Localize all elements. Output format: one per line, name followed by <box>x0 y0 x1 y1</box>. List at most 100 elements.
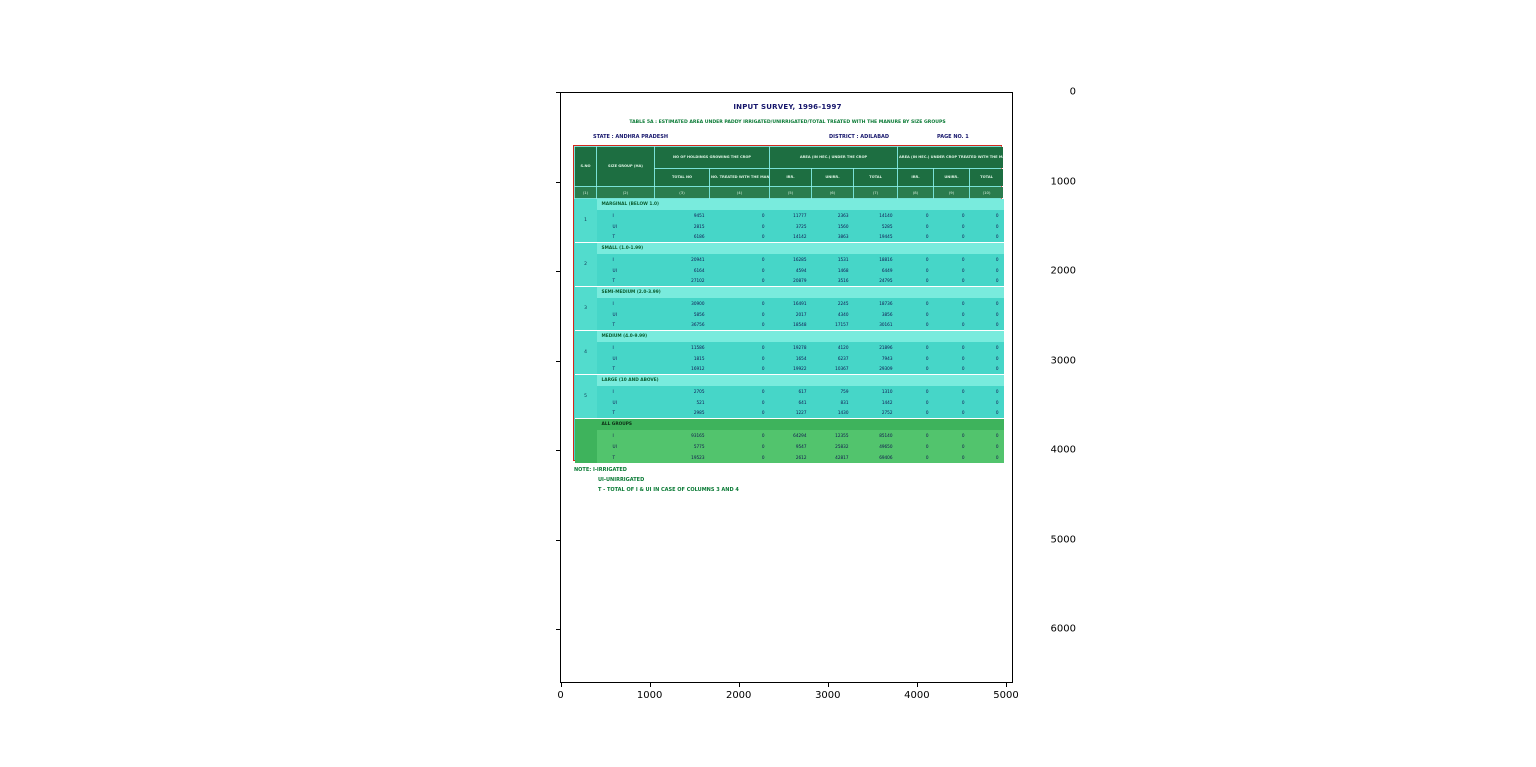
cell-value: 0 <box>709 308 770 320</box>
cell-value: 0 <box>709 429 770 441</box>
cell-value: 0 <box>709 209 770 221</box>
group-name: MEDIUM (4.0-9.99) <box>596 330 1004 342</box>
x-tick-label: 5000 <box>993 690 1019 701</box>
cell-value: 1560 <box>811 220 854 232</box>
cell-value: 0 <box>933 341 970 353</box>
cell-value: 12355 <box>811 429 854 441</box>
cell-value: 1654 <box>769 352 812 364</box>
x-tick-label: 2000 <box>725 690 752 701</box>
cell-value: 0 <box>933 363 970 375</box>
cell-value: 14142 <box>769 231 812 243</box>
cell-value: 0 <box>969 209 1004 221</box>
table-row: T 2985 0 1227 1430 2752 0 0 0 <box>575 407 1004 419</box>
cell-value: 0 <box>969 275 1004 287</box>
y-tick-label: 6000 <box>1050 623 1076 635</box>
cell-value: 1227 <box>769 407 812 419</box>
row-label: T <box>596 451 655 463</box>
cell-value: 64294 <box>769 429 812 441</box>
cell-value: 0 <box>897 352 934 364</box>
y-tick-label: 0 <box>1069 86 1076 98</box>
y-tick-mark <box>556 450 560 451</box>
cell-value: 4340 <box>811 308 854 320</box>
cell-value: 0 <box>933 407 970 419</box>
header-area-crop: AREA (IN HEC.) UNDER THE CROP <box>768 146 899 169</box>
cell-value: 1815 <box>654 352 710 364</box>
x-tick-mark <box>1006 683 1007 687</box>
cell-value: 20941 <box>654 253 710 265</box>
cell-value: 21896 <box>853 341 898 353</box>
cell-value: 17157 <box>811 319 854 331</box>
header-total-no: TOTAL NO <box>654 168 710 187</box>
cell-value: 0 <box>897 319 934 331</box>
cell-value: 0 <box>969 220 1004 232</box>
group-name: SMALL (1.0-1.99) <box>596 242 1004 254</box>
table-row: T 27102 0 20879 3516 24795 0 0 0 <box>575 275 1004 287</box>
cell-value: 0 <box>897 440 934 452</box>
cell-value: 49650 <box>853 440 898 452</box>
x-tick-label: 3000 <box>815 690 841 701</box>
cell-value: 85140 <box>853 429 898 441</box>
cell-value: 0 <box>709 220 770 232</box>
cell-value: 25832 <box>811 440 854 452</box>
cell-value: 0 <box>897 308 934 320</box>
cell-value: 0 <box>969 385 1004 397</box>
group-name: SEMI-MEDIUM (2.0-3.99) <box>596 286 1004 298</box>
cell-value: 0 <box>709 253 770 265</box>
cell-value: 0 <box>897 253 934 265</box>
table-row: T 19523 0 2612 42817 69406 0 0 0 <box>575 451 1004 463</box>
cell-value: 30900 <box>654 297 710 309</box>
table-row: I 93165 0 64294 12355 85140 0 0 0 <box>575 429 1004 441</box>
cell-value: 30161 <box>853 319 898 331</box>
cell-value: 0 <box>933 396 970 408</box>
y-tick-mark <box>556 271 560 272</box>
row-label: I <box>596 341 655 353</box>
cell-value: 0 <box>897 341 934 353</box>
row-label: I <box>596 209 655 221</box>
y-tick-label: 2000 <box>1050 265 1076 277</box>
table-row: UI 2815 0 3725 1560 5285 0 0 0 <box>575 220 1004 232</box>
cell-value: 2017 <box>769 308 812 320</box>
cell-value: 0 <box>897 396 934 408</box>
page-number-label: PAGE NO. 1 <box>937 134 969 140</box>
header-unirr-1: UNIRR. <box>811 168 854 187</box>
row-label: I <box>596 253 655 265</box>
table-row: I 20941 0 16285 1531 18816 0 0 0 <box>575 253 1004 265</box>
cell-value: 0 <box>709 264 770 276</box>
table-row: I 11586 0 19278 4120 21896 0 0 0 <box>575 341 1004 353</box>
cell-value: 0 <box>969 308 1004 320</box>
note-line-1: NOTE: I-IRRIGATED <box>574 467 627 473</box>
cell-value: 2705 <box>654 385 710 397</box>
row-label: UI <box>596 352 655 364</box>
cell-value: 0 <box>709 407 770 419</box>
y-tick-label: 5000 <box>1050 534 1076 545</box>
y-tick-label: 3000 <box>1050 355 1076 366</box>
group-sno <box>574 418 597 463</box>
row-label: UI <box>596 440 655 452</box>
cell-value: 6186 <box>654 231 710 243</box>
cell-value: 2245 <box>811 297 854 309</box>
cell-value: 19278 <box>769 341 812 353</box>
cell-value: 0 <box>969 396 1004 408</box>
cell-value: 0 <box>897 297 934 309</box>
row-label: T <box>596 363 655 375</box>
cell-value: 0 <box>933 429 970 441</box>
cell-value: 18548 <box>769 319 812 331</box>
row-label: I <box>596 297 655 309</box>
group-sno: 2 <box>574 242 597 287</box>
cell-value: 16285 <box>769 253 812 265</box>
cell-value: 29309 <box>853 363 898 375</box>
table-row: I 9451 0 11777 2363 14140 0 0 0 <box>575 209 1004 221</box>
cell-value: 5285 <box>853 220 898 232</box>
header-size-group: SIZE GROUP (HA) <box>596 146 655 187</box>
x-tick-mark <box>649 683 651 687</box>
group-sno: 1 <box>574 198 597 243</box>
cell-value: 2985 <box>654 407 710 419</box>
table-row: UI 5856 0 2017 4340 3856 0 0 0 <box>575 308 1004 320</box>
header-holdings: NO OF HOLDINGS GROWING THE CROP <box>654 146 770 169</box>
cell-value: 0 <box>897 385 934 397</box>
cell-value: 0 <box>709 451 770 463</box>
row-label: T <box>596 231 655 243</box>
cell-value: 0 <box>709 341 770 353</box>
cell-value: 0 <box>933 220 970 232</box>
header-unirr-2: UNIRR. <box>933 168 971 187</box>
